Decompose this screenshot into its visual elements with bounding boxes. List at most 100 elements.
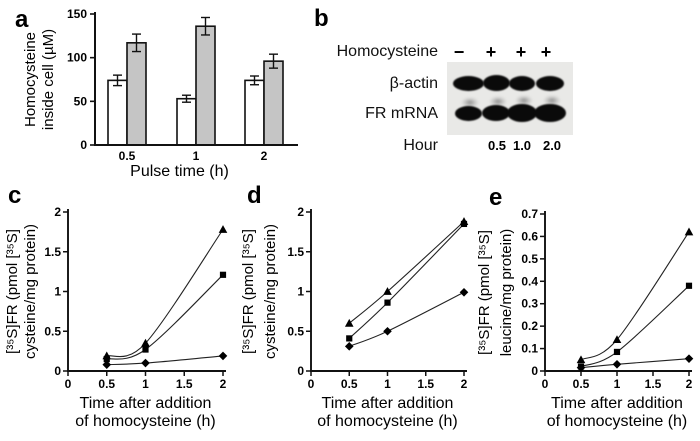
panel-a-label: a [15,6,29,33]
x-tick-label: 0 [65,377,72,391]
series-line-triangle-series [106,229,224,358]
y-tick-label: 0.7 [521,207,538,221]
x-tick-label: 0.5 [98,377,115,391]
blot-band [534,104,566,122]
x-axis-title: Pulse time (h) [130,163,229,180]
marker-diamond [459,287,469,297]
y-tick-label: 0.5 [287,324,304,338]
x-tick-label: 1.5 [645,377,662,391]
x-axis-title: of homocysteine (h) [75,413,216,430]
y-tick-label: 0 [54,364,61,378]
y-tick-label: 0 [80,138,87,152]
marker-triangle [218,225,228,233]
marker-square [685,282,693,289]
x-tick-label: 0 [542,377,549,391]
y-axis-title: inside cell (µM) [40,29,57,130]
x-tick-label: 1 [384,377,391,391]
series-line-diamond-series [106,355,224,366]
y-axis-title: [³⁵S]FR (pmol [³⁵S] [4,229,21,354]
x-tick-label: 2 [461,377,468,391]
blot-band-smudge [543,95,561,106]
x-axis-title: Time after addition [80,395,212,412]
blot-hour-label: Hour [403,137,438,154]
blot-image [447,62,573,135]
x-axis-title: Time after addition [322,395,454,412]
line-chart-cysteine-labeling-2: 0 0.5 1 1.5 2 0 0.5 1 1.5 2 Time after addition of … [240,185,476,441]
x-tick-label: 1 [142,377,149,391]
y-axis-title: cysteine/mg protein) [262,224,279,359]
panel-e-label: e [489,184,503,211]
y-axis-title: Homocysteine [22,32,39,127]
blot-treatment-sign: + [485,42,497,62]
panel-b-label: b [314,5,329,32]
blot-treatment-sign: − [453,42,465,62]
y-tick-label: 1.5 [287,245,304,259]
y-tick-label: 0.3 [521,297,538,311]
series-line-diamond-series [580,358,690,369]
marker-diamond [102,360,112,369]
blot-band-smudge [461,96,479,108]
blot-treatment-label: Homocysteine [336,43,438,60]
error-bar [132,33,141,53]
bar-gray-bars [263,60,284,146]
marker-diamond [344,342,354,351]
x-axis-title: of homocysteine (h) [547,413,688,430]
marker-diamond [684,354,694,363]
line-chart-svg: 0 0.5 1 1.5 2 0 0.5 1 1.5 2 Time after additionof … [4,205,228,430]
y-tick-label: 1 [297,285,304,299]
bar-chart-svg: 0 50 100 150 0.5 1 2 Pulse time (h) Homocysteine… [22,7,298,180]
x-tick-label: 0.5 [119,149,136,163]
bar-chart-intracellular-homocysteine: 0 50 100 150 0.5 1 2 Pulse time (h) Homocysteine… [8,4,300,187]
marker-triangle [141,338,150,347]
error-bar [250,75,259,86]
marker-diamond [612,359,622,369]
x-tick-label: 1 [614,377,621,391]
error-bar [113,74,122,87]
blot-band-smudge [515,95,533,106]
blot-hour-value: 2.0 [542,138,562,153]
line-chart-cysteine-labeling: 0 0.5 1 1.5 2 0 0.5 1 1.5 2 Time after addition of … [0,185,236,441]
blot-band [507,104,537,122]
marker-triangle [576,355,586,364]
y-tick-label: 1.5 [44,245,61,259]
x-axis-title: Time after addition [551,395,683,412]
y-tick-label: 100 [67,51,87,65]
blot-band [536,75,564,91]
y-tick-label: 2 [54,205,61,219]
blot-hour-value: 0.5 [487,138,507,153]
y-tick-label: 150 [67,7,87,21]
marker-diamond [218,351,228,361]
blot-row-label-fr-mrna: FR mRNA [365,105,438,122]
blot-band [509,75,535,91]
x-tick-label: 1.5 [176,377,193,391]
y-tick-label: 2 [297,205,304,219]
x-tick-label: 2 [261,149,268,163]
blot-band [482,75,510,91]
error-bar [182,94,191,103]
bar-gray-bars [126,42,147,146]
y-tick-label: 0 [297,364,304,378]
y-tick-label: 0 [531,364,538,378]
blot-treatment-sign: + [540,42,552,62]
series-line-triangle-series [348,221,465,324]
series-line-square-series [580,285,690,368]
x-tick-label: 1 [193,149,200,163]
bar-white-bars [107,79,128,146]
y-axis-title: cysteine/mg protein) [22,224,39,359]
marker-square [613,348,621,356]
bar-white-bars [176,97,197,146]
line-chart-leucine-labeling: 0 0.1 0.2 0.3 0.4 0.5 0.6 0.7 0 0.5 1 1.5 2 Time afte… [472,185,700,441]
marker-square [103,355,110,363]
marker-triangle [612,335,622,343]
northern-blot-panel: Homocysteine β-actin FR mRNA Hour − + + + 0… [310,0,700,185]
y-tick-label: 50 [74,94,88,108]
x-tick-label: 2 [220,377,227,391]
series-line-triangle-series [580,231,690,361]
marker-square [384,299,391,306]
marker-square [219,271,227,278]
error-bar [269,53,278,69]
y-tick-label: 0.1 [521,342,538,356]
x-tick-label: 0 [308,377,315,391]
